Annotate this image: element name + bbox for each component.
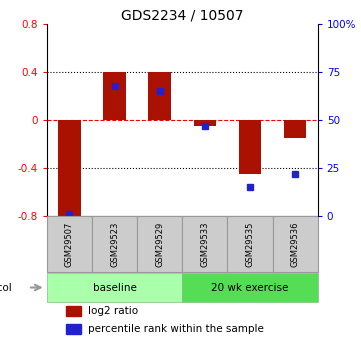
Text: log2 ratio: log2 ratio: [87, 306, 138, 316]
Bar: [66, 324, 81, 334]
Bar: [47, 273, 182, 302]
Text: protocol: protocol: [0, 283, 12, 293]
Bar: [148, 72, 171, 120]
Text: GSM29529: GSM29529: [155, 221, 164, 267]
Bar: [58, 120, 81, 218]
Text: GSM29536: GSM29536: [291, 221, 300, 267]
Bar: [227, 216, 273, 272]
Text: 20 wk exercise: 20 wk exercise: [211, 283, 289, 293]
Bar: [193, 120, 216, 126]
Bar: [66, 306, 81, 316]
Text: GSM29535: GSM29535: [245, 221, 255, 267]
Text: GSM29507: GSM29507: [65, 221, 74, 267]
Bar: [92, 216, 137, 272]
Bar: [137, 216, 182, 272]
Bar: [182, 216, 227, 272]
Bar: [273, 216, 318, 272]
Text: GSM29523: GSM29523: [110, 221, 119, 267]
Bar: [239, 120, 261, 174]
Text: percentile rank within the sample: percentile rank within the sample: [87, 324, 264, 334]
Bar: [47, 216, 92, 272]
Bar: [103, 72, 126, 120]
Text: baseline: baseline: [93, 283, 136, 293]
Bar: [284, 120, 306, 138]
Bar: [182, 273, 318, 302]
Text: GSM29533: GSM29533: [200, 221, 209, 267]
Title: GDS2234 / 10507: GDS2234 / 10507: [121, 9, 244, 23]
